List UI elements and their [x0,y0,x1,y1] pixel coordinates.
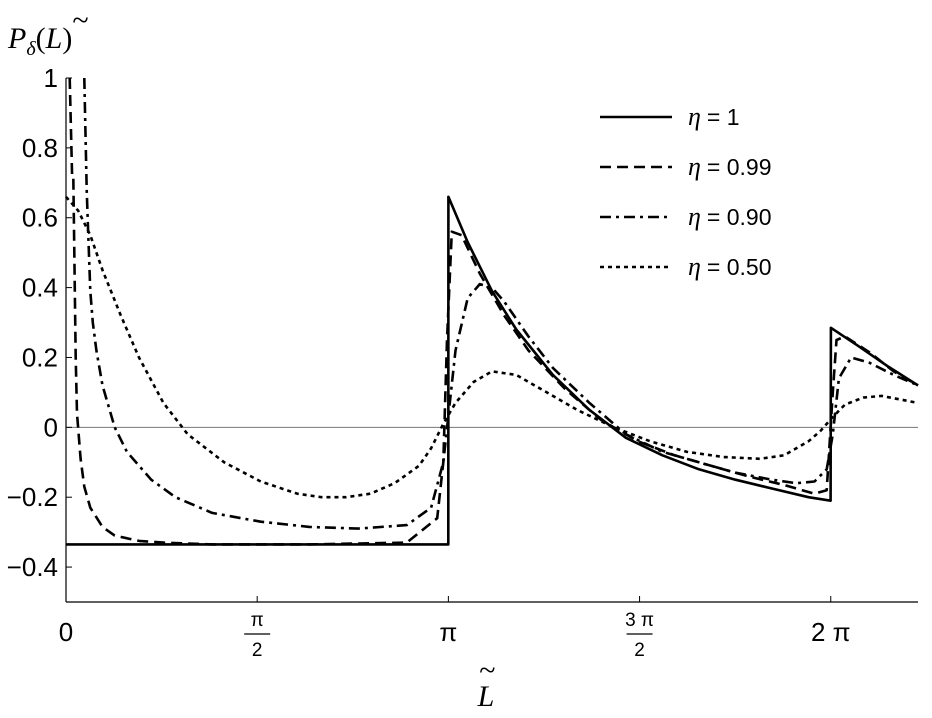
y-axis-label-close: ) [62,22,72,55]
legend-label-1: η = 1 [688,102,740,131]
x-axis-label-tilde: ~ [479,654,495,687]
legend-label-4: η = 0.50 [688,252,772,281]
y-ticks: −0.4 −0.2 0 0.2 0.4 0.6 0.8 1 [7,63,72,582]
x-tick-numerator: π [251,610,264,631]
series-line-4 [65,195,919,499]
y-tick-label: 1 [44,63,58,93]
x-tick-label: 0 [59,617,73,647]
series-line-2 [68,77,919,546]
y-axis-label-main: P [7,22,26,55]
x-tick-fraction: π2 [244,610,271,661]
series-line-3 [83,77,919,530]
x-axis-label: L [477,680,495,713]
legend-label-3: η = 0.90 [688,202,772,231]
y-axis-label-var: L [45,22,63,55]
y-tick-label: −0.4 [7,552,58,582]
legend: η = 1 η = 0.99 η = 0.90 η = 0.50 [600,102,772,281]
y-tick-label: 0.8 [22,133,58,163]
x-ticks: 0 π2π 3 π22 π [59,596,851,661]
y-tick-label: 0.2 [22,342,58,372]
series-layer [65,77,919,546]
y-axis-label-sub: δ [26,38,36,60]
y-axis-label-tilde: ~ [72,4,88,37]
x-tick-label: 2 π [811,617,851,647]
x-tick-label: π [439,617,457,647]
legend-label-2: η = 0.99 [688,152,772,181]
x-tick-numerator: 3 π [625,610,654,631]
y-tick-label: 0.6 [22,203,58,233]
y-axis-label: Pδ(L) [7,22,72,60]
y-tick-label: −0.2 [7,482,58,512]
y-tick-label: 0.4 [22,273,58,303]
y-tick-label: 0 [44,412,58,442]
plot-area [65,78,918,603]
series-line-1 [66,195,919,546]
y-axis-label-open: ( [36,22,46,55]
x-tick-denominator: 2 [252,640,263,661]
x-tick-fraction: 3 π2 [625,610,654,661]
x-tick-denominator: 2 [634,640,645,661]
